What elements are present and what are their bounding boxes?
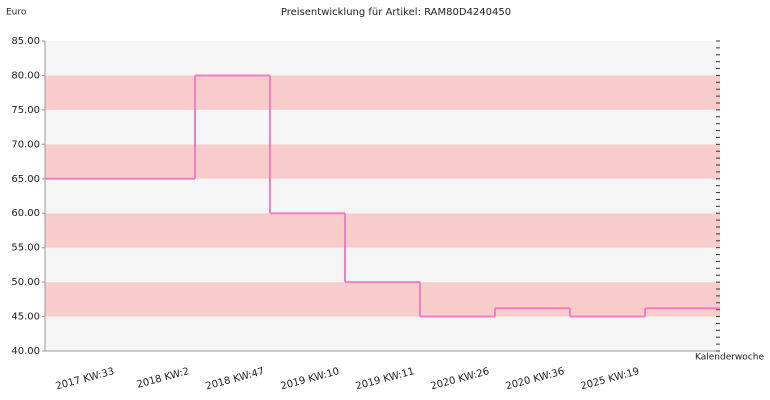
- grid-band: [45, 213, 720, 248]
- x-tick-label: 2020 KW:36: [505, 366, 566, 392]
- grid-band: [45, 109, 720, 145]
- y-tick-label: 45.00: [11, 312, 40, 323]
- y-tick-label: 75.00: [11, 105, 40, 116]
- y-tick-label: 40.00: [11, 346, 40, 357]
- grid-band: [45, 316, 720, 351]
- grid-band: [45, 247, 720, 283]
- y-axis-label: Euro: [6, 8, 27, 18]
- x-tick-label: 2018 KW:2: [136, 366, 191, 391]
- grid-band: [45, 178, 720, 214]
- grid-band: [45, 144, 720, 179]
- x-tick-label: 2017 KW:33: [55, 366, 116, 392]
- x-tick-label: 2020 KW:26: [430, 366, 491, 392]
- y-tick-label: 65.00: [11, 174, 40, 185]
- grid-band: [45, 282, 720, 317]
- x-tick-label: 2019 KW:10: [280, 366, 341, 392]
- grid-band: [45, 75, 720, 110]
- x-tick-label: 2025 KW:19: [580, 366, 641, 392]
- x-axis-label: Kalenderwoche: [695, 353, 764, 363]
- x-tick-label: 2019 KW:11: [355, 366, 416, 392]
- chart-title: Preisentwicklung für Artikel: RAM80D4240…: [281, 7, 511, 18]
- y-tick-label: 50.00: [11, 277, 40, 288]
- y-tick-label: 55.00: [11, 243, 40, 254]
- y-tick-label: 70.00: [11, 139, 40, 150]
- x-tick-label: 2018 KW:47: [205, 366, 266, 392]
- grid-band: [45, 41, 720, 76]
- y-tick-label: 80.00: [11, 70, 40, 81]
- y-tick-label: 85.00: [11, 36, 40, 47]
- y-tick-label: 60.00: [11, 208, 40, 219]
